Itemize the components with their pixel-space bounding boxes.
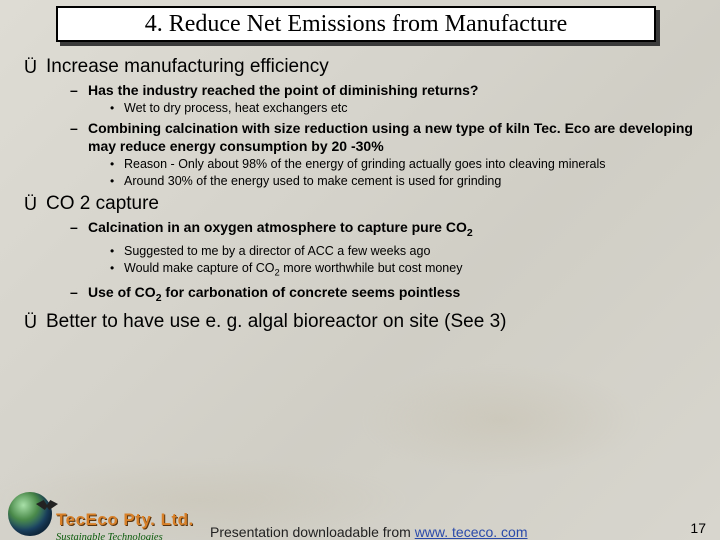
globe-icon (8, 492, 52, 536)
bullet-lvl1: Ü Increase manufacturing efficiency (24, 56, 702, 78)
dash-icon: – (70, 283, 88, 307)
text-fragment: Calcination in an oxygen atmosphere to c… (88, 219, 467, 235)
bullet-lvl2: – Has the industry reached the point of … (70, 81, 702, 99)
bullet-text: Use of CO2 for carbonation of concrete s… (88, 283, 460, 307)
brand-name: TecEco Pty. Ltd. (56, 510, 194, 530)
dot-icon: • (110, 261, 124, 281)
dash-icon: – (70, 119, 88, 155)
dot-icon: • (110, 101, 124, 116)
bullet-text: Has the industry reached the point of di… (88, 81, 478, 99)
bullet-text: Around 30% of the energy used to make ce… (124, 174, 501, 189)
bullet-text: Better to have use e. g. algal bioreacto… (46, 311, 507, 333)
slide-title: 4. Reduce Net Emissions from Manufacture (145, 11, 568, 38)
text-fragment: Use of CO (88, 284, 156, 300)
bullet-text: Would make capture of CO2 more worthwhil… (124, 261, 462, 281)
text-fragment: more worthwhile but cost money (280, 261, 463, 275)
bullet-lvl2: – Calcination in an oxygen atmosphere to… (70, 218, 702, 242)
slide-body: Ü Increase manufacturing efficiency – Ha… (18, 56, 702, 333)
brand-tagline: Sustainable Technologies (56, 532, 163, 540)
subscript: 2 (467, 227, 473, 239)
download-link[interactable]: www. tececo. com (415, 524, 528, 540)
bullet-lvl2: – Combining calcination with size reduct… (70, 119, 702, 155)
bullet-lvl3: • Reason - Only about 98% of the energy … (110, 157, 702, 172)
download-note: Presentation downloadable from www. tece… (210, 524, 528, 540)
bullet-text: Combining calcination with size reductio… (88, 119, 702, 155)
slide-footer: TecEco Pty. Ltd. Sustainable Technologie… (0, 488, 720, 540)
logo-container: TecEco Pty. Ltd. Sustainable Technologie… (8, 492, 208, 540)
bullet-text: Wet to dry process, heat exchangers etc (124, 101, 348, 116)
download-text: Presentation downloadable from (210, 524, 415, 540)
dot-icon: • (110, 244, 124, 259)
bullet-lvl2: – Use of CO2 for carbonation of concrete… (70, 283, 702, 307)
bullet-lvl3: • Around 30% of the energy used to make … (110, 174, 702, 189)
arrow-icon: Ü (24, 56, 46, 78)
bullet-text: CO 2 capture (46, 193, 159, 215)
dot-icon: • (110, 174, 124, 189)
text-fragment: for carbonation of concrete seems pointl… (162, 284, 461, 300)
dot-icon: • (110, 157, 124, 172)
arrow-icon: Ü (24, 193, 46, 215)
dash-icon: – (70, 218, 88, 242)
bullet-lvl3: • Would make capture of CO2 more worthwh… (110, 261, 702, 281)
dash-icon: – (70, 81, 88, 99)
text-fragment: Would make capture of CO (124, 261, 275, 275)
bullet-lvl1: Ü Better to have use e. g. algal bioreac… (24, 311, 702, 333)
bullet-text: Suggested to me by a director of ACC a f… (124, 244, 430, 259)
bullet-lvl3: • Suggested to me by a director of ACC a… (110, 244, 702, 259)
title-box: 4. Reduce Net Emissions from Manufacture (56, 6, 656, 42)
bullet-text: Reason - Only about 98% of the energy of… (124, 157, 606, 172)
bullet-lvl1: Ü CO 2 capture (24, 193, 702, 215)
bullet-text: Increase manufacturing efficiency (46, 56, 329, 78)
bullet-lvl3: • Wet to dry process, heat exchangers et… (110, 101, 702, 116)
bullet-text: Calcination in an oxygen atmosphere to c… (88, 218, 473, 242)
page-number: 17 (690, 520, 706, 536)
arrow-icon: Ü (24, 311, 46, 333)
slide-title-container: 4. Reduce Net Emissions from Manufacture (56, 6, 661, 46)
